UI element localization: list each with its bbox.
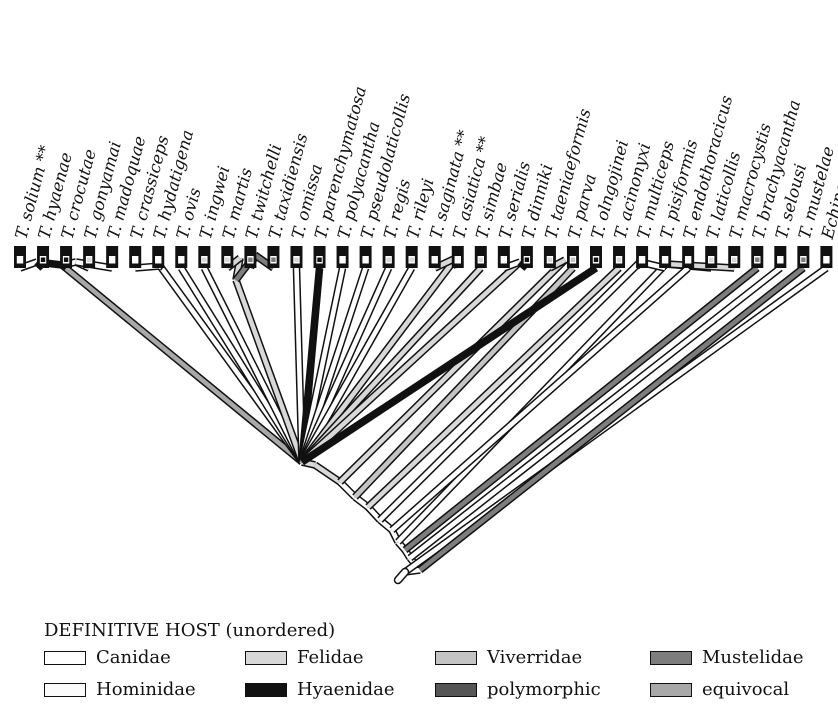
legend-label: Viverridae bbox=[487, 647, 583, 668]
root-stub bbox=[395, 569, 408, 583]
branch-7 bbox=[396, 540, 407, 552]
tip-box-state bbox=[202, 257, 207, 262]
branch-1 bbox=[313, 463, 342, 484]
tip-box-state bbox=[478, 257, 483, 262]
tip-box-state bbox=[409, 257, 414, 262]
branch-14 bbox=[403, 266, 759, 552]
tip-box-state bbox=[133, 257, 138, 262]
legend-label: Mustelidae bbox=[702, 647, 804, 668]
legend-title: DEFINITIVE HOST (unordered) bbox=[44, 620, 336, 641]
branch-51 bbox=[300, 256, 458, 464]
tip-box-state bbox=[86, 257, 92, 262]
tip-box-state bbox=[363, 257, 368, 262]
tip-box-state bbox=[709, 257, 714, 262]
legend-item-hominidae: Hominidae bbox=[44, 679, 196, 700]
tip-box-state bbox=[824, 257, 829, 262]
tip-box-state bbox=[593, 257, 599, 262]
legend-swatch-viverridae bbox=[435, 650, 477, 665]
legend-label: Canidae bbox=[96, 647, 171, 668]
tip-box-state bbox=[156, 257, 161, 262]
tip-box-state bbox=[778, 257, 783, 262]
legend-item-polymorphic: polymorphic bbox=[435, 679, 601, 700]
tip-box-state bbox=[40, 257, 46, 262]
tip-box-state bbox=[63, 257, 69, 262]
branch-22 bbox=[366, 266, 621, 509]
branch-17 bbox=[665, 261, 735, 271]
tip-box-state bbox=[109, 257, 115, 262]
legend-swatch-equivocal bbox=[650, 682, 692, 697]
tip-box-state bbox=[317, 257, 322, 262]
tip-box-state bbox=[547, 257, 553, 262]
tip-box-state bbox=[662, 257, 668, 262]
legend-swatch-hominidae bbox=[44, 682, 86, 697]
legend-swatch-hyaenidae bbox=[245, 682, 287, 697]
branch-24 bbox=[338, 258, 567, 484]
legend-label: Hominidae bbox=[96, 679, 196, 700]
tip-box-state bbox=[755, 257, 760, 262]
tip-box-state bbox=[685, 257, 691, 262]
tip-box-state bbox=[294, 257, 299, 262]
branch-45 bbox=[294, 267, 305, 463]
legend-item-equivocal: equivocal bbox=[650, 679, 789, 700]
legend-swatch-canidae bbox=[44, 650, 86, 665]
legend-label: polymorphic bbox=[487, 679, 601, 700]
legend-label: Felidae bbox=[297, 647, 364, 668]
tip-box-state bbox=[455, 257, 460, 262]
tip-box-state bbox=[271, 257, 276, 262]
tip-box-state bbox=[732, 257, 737, 262]
tip-box-state bbox=[225, 257, 230, 262]
legend-item-hyaenidae: Hyaenidae bbox=[245, 679, 395, 700]
legend-swatch-polymorphic bbox=[435, 682, 477, 697]
legend-item-viverridae: Viverridae bbox=[435, 647, 582, 668]
tip-box-state bbox=[801, 257, 806, 262]
tip-box-state bbox=[524, 257, 530, 262]
tip-box-state bbox=[432, 257, 437, 262]
tip-box-state bbox=[501, 257, 507, 262]
branch-38 bbox=[202, 266, 305, 464]
branch-55 bbox=[300, 260, 522, 464]
legend-swatch-felidae bbox=[245, 650, 287, 665]
tip-box-state bbox=[570, 257, 576, 262]
legend-item-felidae: Felidae bbox=[245, 647, 364, 668]
tip-boxes bbox=[14, 246, 833, 268]
legend-swatch-mustelidae bbox=[650, 650, 692, 665]
legend-label: equivocal bbox=[702, 679, 790, 700]
branches bbox=[18, 251, 829, 585]
branch-12 bbox=[418, 266, 805, 572]
legend-item-canidae: Canidae bbox=[44, 647, 171, 668]
branch-18 bbox=[390, 266, 690, 532]
branch-50 bbox=[299, 266, 414, 464]
branch-39 bbox=[233, 279, 305, 463]
branch-58 bbox=[300, 266, 598, 464]
tip-box-state bbox=[17, 257, 23, 262]
branch-26 bbox=[60, 263, 304, 464]
tip-box-state bbox=[639, 257, 645, 262]
branch-13 bbox=[408, 266, 782, 560]
legend-label: Hyaenidae bbox=[297, 679, 395, 700]
tip-box-state bbox=[616, 257, 622, 262]
tip-box-state bbox=[340, 257, 345, 262]
branch-19 bbox=[378, 260, 642, 522]
tip-box-state bbox=[248, 257, 253, 262]
tip-box-state bbox=[179, 257, 184, 262]
legend-item-mustelidae: Mustelidae bbox=[650, 647, 804, 668]
tip-box-state bbox=[386, 257, 391, 262]
